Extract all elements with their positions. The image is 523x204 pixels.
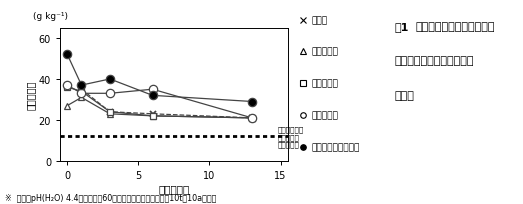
- Text: バガス: バガス: [311, 16, 327, 25]
- Text: 図1: 図1: [395, 21, 409, 31]
- Text: 施用した有機物資材の分解: 施用した有機物資材の分解: [416, 21, 495, 31]
- Text: （土壌の全炭素含量の径時: （土壌の全炭素含量の径時: [395, 56, 474, 66]
- Text: (g kg⁻¹): (g kg⁻¹): [33, 12, 68, 21]
- Text: 豚ふん堆肆: 豚ふん堆肆: [311, 79, 338, 88]
- Text: 変化）: 変化）: [395, 91, 415, 101]
- Text: 牛ふんペレット堆肆: 牛ふんペレット堆肆: [311, 142, 359, 151]
- X-axis label: 埋設後月数: 埋設後月数: [158, 183, 189, 193]
- Text: 鶏ふん堆肆: 鶏ふん堆肆: [311, 48, 338, 57]
- Text: 対照（無混和
の土壌）の
全炭素含量: 対照（無混和 の土壌）の 全炭素含量: [278, 126, 304, 147]
- Text: 牛ふん堆肆: 牛ふん堆肆: [311, 111, 338, 120]
- Text: ※  土壌はpH(H₂O) 4.4、粘土含量60％、有機物資材の混和量は10t／10a相当。: ※ 土壌はpH(H₂O) 4.4、粘土含量60％、有機物資材の混和量は10t／1…: [5, 193, 217, 202]
- Y-axis label: 全炭素含量: 全炭素含量: [26, 80, 36, 110]
